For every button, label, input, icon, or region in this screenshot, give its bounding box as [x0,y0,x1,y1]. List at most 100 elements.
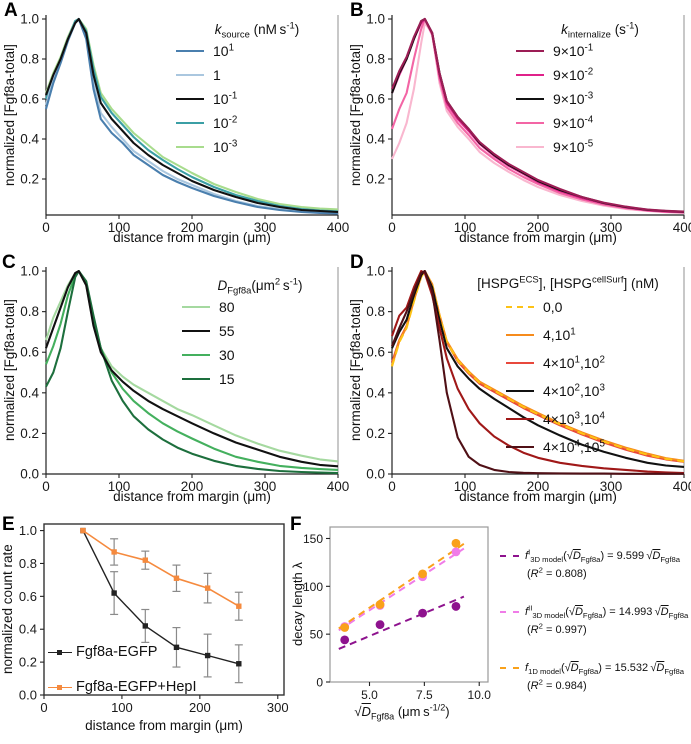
legend-swatch [182,330,210,332]
svg-text:100: 100 [111,700,133,715]
legend-label: 4×101,102 [543,354,605,371]
legend-swatch [182,378,210,380]
panel-F-letter: F [290,514,302,535]
legend-C-item-1: 55 [182,323,338,339]
legend-swatch [176,50,204,52]
svg-text:0: 0 [40,700,47,715]
legend-swatch [506,418,534,420]
panel-B-xlabel: distance from margin (μm) [459,230,617,245]
svg-text:0: 0 [42,220,50,235]
svg-text:1.0: 1.0 [19,523,37,538]
panel-E: normalized count rate 0 100 200 300 0.0 0.2 0.… [0,512,300,744]
fit-r-squared: (R2 = 0.997) [527,621,587,636]
legend-label: 55 [219,323,235,339]
fit-equation-entry-0: fI3D model(√DFgf8a) = 9.599 √DFgf8a (R2 =… [500,548,691,583]
fit-equation: f1D model(√DFgf8a) = 15.532 √DFgf8a [525,662,685,677]
legend-label: 15 [219,371,235,387]
legend-E-item-1: Fgf8a-EGFP+HepI [48,679,248,695]
legend-marker [57,649,62,655]
legend-label: 30 [219,347,235,363]
legend-A-item-0: 101 [176,43,338,59]
panel-C-letter: C [2,252,16,273]
legend-swatch [500,555,519,557]
legend-A-title: ksource (nM s-1) [214,20,300,41]
legend-label: 101 [213,42,235,59]
panel-D: normalized [Fgf8a-total] 01002003004000.… [346,252,691,510]
svg-text:300: 300 [600,220,623,235]
svg-text:400: 400 [673,220,691,235]
legend-label: 9×10-2 [553,66,594,83]
svg-text:300: 300 [254,220,277,235]
svg-text:100: 100 [454,220,477,235]
legend-swatch [500,667,519,670]
fit-r-squared: (R2 = 0.808) [527,564,587,580]
legend-C-item-0: 80 [182,299,338,315]
fit-equation-entry-1: fII3D model(√DFgf8a) = 14.993 √DFgf8a (R2… [500,604,691,639]
panel-F-xlabel: √DFgf8a (μm s-1/2) [354,702,450,722]
svg-text:0.4: 0.4 [366,385,385,400]
panel-B-legend: kinternalize (s-1) 9×10-1 9×10-2 9×10-3 9×10… [516,20,684,163]
legend-label: 80 [219,299,235,315]
svg-text:0.4: 0.4 [20,385,39,400]
legend-swatch [516,122,544,124]
svg-text:200: 200 [527,479,550,494]
legend-C-title: DFgf8a(μm2 s-1) [217,276,303,297]
legend-A-item-2: 10-1 [176,91,338,107]
panel-A-xlabel: distance from margin (μm) [113,230,271,245]
svg-text:1.0: 1.0 [20,264,39,279]
legend-D-item-3: 4×102,103 [446,383,690,399]
svg-text:0.6: 0.6 [19,589,37,604]
panel-B-letter: B [350,0,364,21]
panel-A-plot: 0 100 200 300 400 0.2 0.4 0.6 0.8 1.0 [20,12,349,236]
legend-A-item-3: 10-2 [176,115,338,131]
legend-swatch [48,649,72,655]
legend-swatch [516,50,544,52]
panel-C-xlabel: distance from margin (μm) [113,489,271,504]
legend-A-item-4: 10-3 [176,139,338,155]
svg-text:0.6: 0.6 [366,92,385,107]
legend-swatch [516,74,544,76]
panel-F-plot: 5.0 7.5 10.0 0 50 100 150 [303,526,491,702]
legend-D-item-2: 4×101,102 [446,355,690,371]
svg-text:300: 300 [267,700,289,715]
legend-A-item-1: 1 [176,67,338,83]
svg-text:100: 100 [108,220,131,235]
legend-B-item-2: 9×10-3 [516,91,684,107]
legend-label: 9×10-4 [553,114,594,131]
panel-E-plot: 0 100 200 300 0.0 0.2 0.4 0.6 0.8 1.0 [19,523,289,715]
panel-C-legend: DFgf8a(μm2 s-1) 80 55 30 15 [182,276,338,395]
svg-text:0.8: 0.8 [366,304,385,319]
panel-A-letter: A [4,0,18,21]
legend-label: Fgf8a-EGFP [76,644,158,660]
svg-text:0.2: 0.2 [366,172,385,187]
svg-text:0.6: 0.6 [366,345,385,360]
legend-B-title: kinternalize (s-1) [561,20,639,41]
svg-text:400: 400 [327,479,350,494]
legend-label: 4×104,105 [543,438,605,455]
fit-equation-entry-2: f1D model(√DFgf8a) = 15.532 √DFgf8a (R2 =… [500,660,691,695]
svg-text:0.2: 0.2 [20,426,39,441]
legend-label: 10-2 [213,114,238,131]
panel-A: normalized [Fgf8a-total] 0 100 200 300 400 0.… [0,0,349,250]
svg-text:0.0: 0.0 [19,688,37,703]
svg-text:1.0: 1.0 [20,12,39,27]
legend-swatch [48,684,72,690]
svg-text:0.2: 0.2 [19,655,37,670]
fit-equation: fII3D model(√DFgf8a) = 14.993 √DFgf8a [525,603,689,621]
svg-text:0.0: 0.0 [20,467,39,482]
legend-label: 4,101 [543,326,576,343]
svg-text:0.2: 0.2 [20,172,39,187]
svg-text:0.2: 0.2 [366,426,385,441]
legend-B-item-1: 9×10-2 [516,67,684,83]
panel-D-letter: D [350,252,364,273]
legend-swatch [176,74,204,76]
panel-A-legend: ksource (nM s-1) 101 1 10-1 10-2 10-3 [176,20,338,163]
panel-D-plot: 0 100 200 300 400 0.0 0.2 0.4 0.6 0.8 1.0 [366,264,691,494]
legend-marker [57,684,62,690]
svg-text:0.0: 0.0 [366,467,385,482]
legend-swatch [176,122,204,124]
svg-text:200: 200 [181,220,204,235]
panel-F-legend: fI3D model(√DFgf8a) = 9.599 √DFgf8a (R2 =… [500,548,691,717]
panel-B: normalized [Fgf8a-total] 01002003004000.… [346,0,691,250]
legend-swatch [176,98,204,100]
